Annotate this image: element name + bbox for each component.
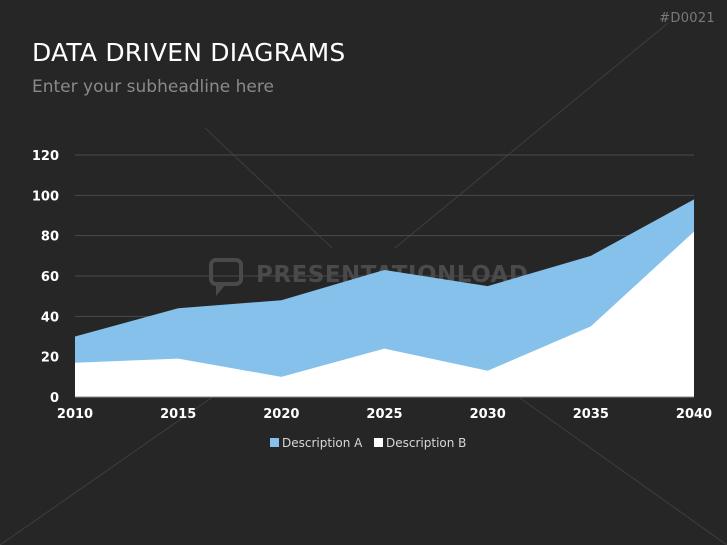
x-tick-label: 2035 — [573, 407, 609, 422]
x-tick-label: 2040 — [676, 407, 712, 422]
page-subtitle[interactable]: Enter your subheadline here — [32, 77, 274, 97]
legend: Description A Description B — [270, 436, 466, 450]
watermark-logo-icon — [209, 258, 243, 286]
legend-swatch — [374, 438, 383, 447]
y-tick-label: 0 — [50, 391, 59, 406]
y-tick-labels: 0 20 40 60 80 100 120 — [32, 149, 59, 406]
legend-label: Description A — [282, 436, 363, 450]
x-tick-label: 2020 — [263, 407, 299, 422]
x-tick-label: 2010 — [57, 407, 93, 422]
watermark-logo-tail — [216, 284, 226, 296]
y-tick-label: 120 — [32, 149, 59, 164]
x-tick-label: 2015 — [160, 407, 196, 422]
y-tick-label: 20 — [41, 351, 59, 366]
y-tick-label: 100 — [32, 189, 59, 204]
slide-code: #D0021 — [659, 11, 715, 26]
series-area-b[interactable] — [75, 231, 694, 397]
legend-swatch — [270, 438, 279, 447]
decorative-lines — [0, 22, 727, 545]
legend-label: Description B — [386, 436, 466, 450]
y-tick-label: 80 — [41, 230, 59, 245]
x-tick-labels: 2010 2015 2020 2025 2030 2035 2040 — [57, 407, 712, 422]
y-tick-label: 40 — [41, 310, 59, 325]
series-areas — [75, 199, 694, 397]
page-title[interactable]: DATA DRIVEN DIAGRAMS — [32, 38, 346, 67]
x-tick-label: 2025 — [366, 407, 402, 422]
x-tick-label: 2030 — [470, 407, 506, 422]
series-area-a[interactable] — [75, 199, 694, 397]
y-tick-label: 60 — [41, 270, 59, 285]
